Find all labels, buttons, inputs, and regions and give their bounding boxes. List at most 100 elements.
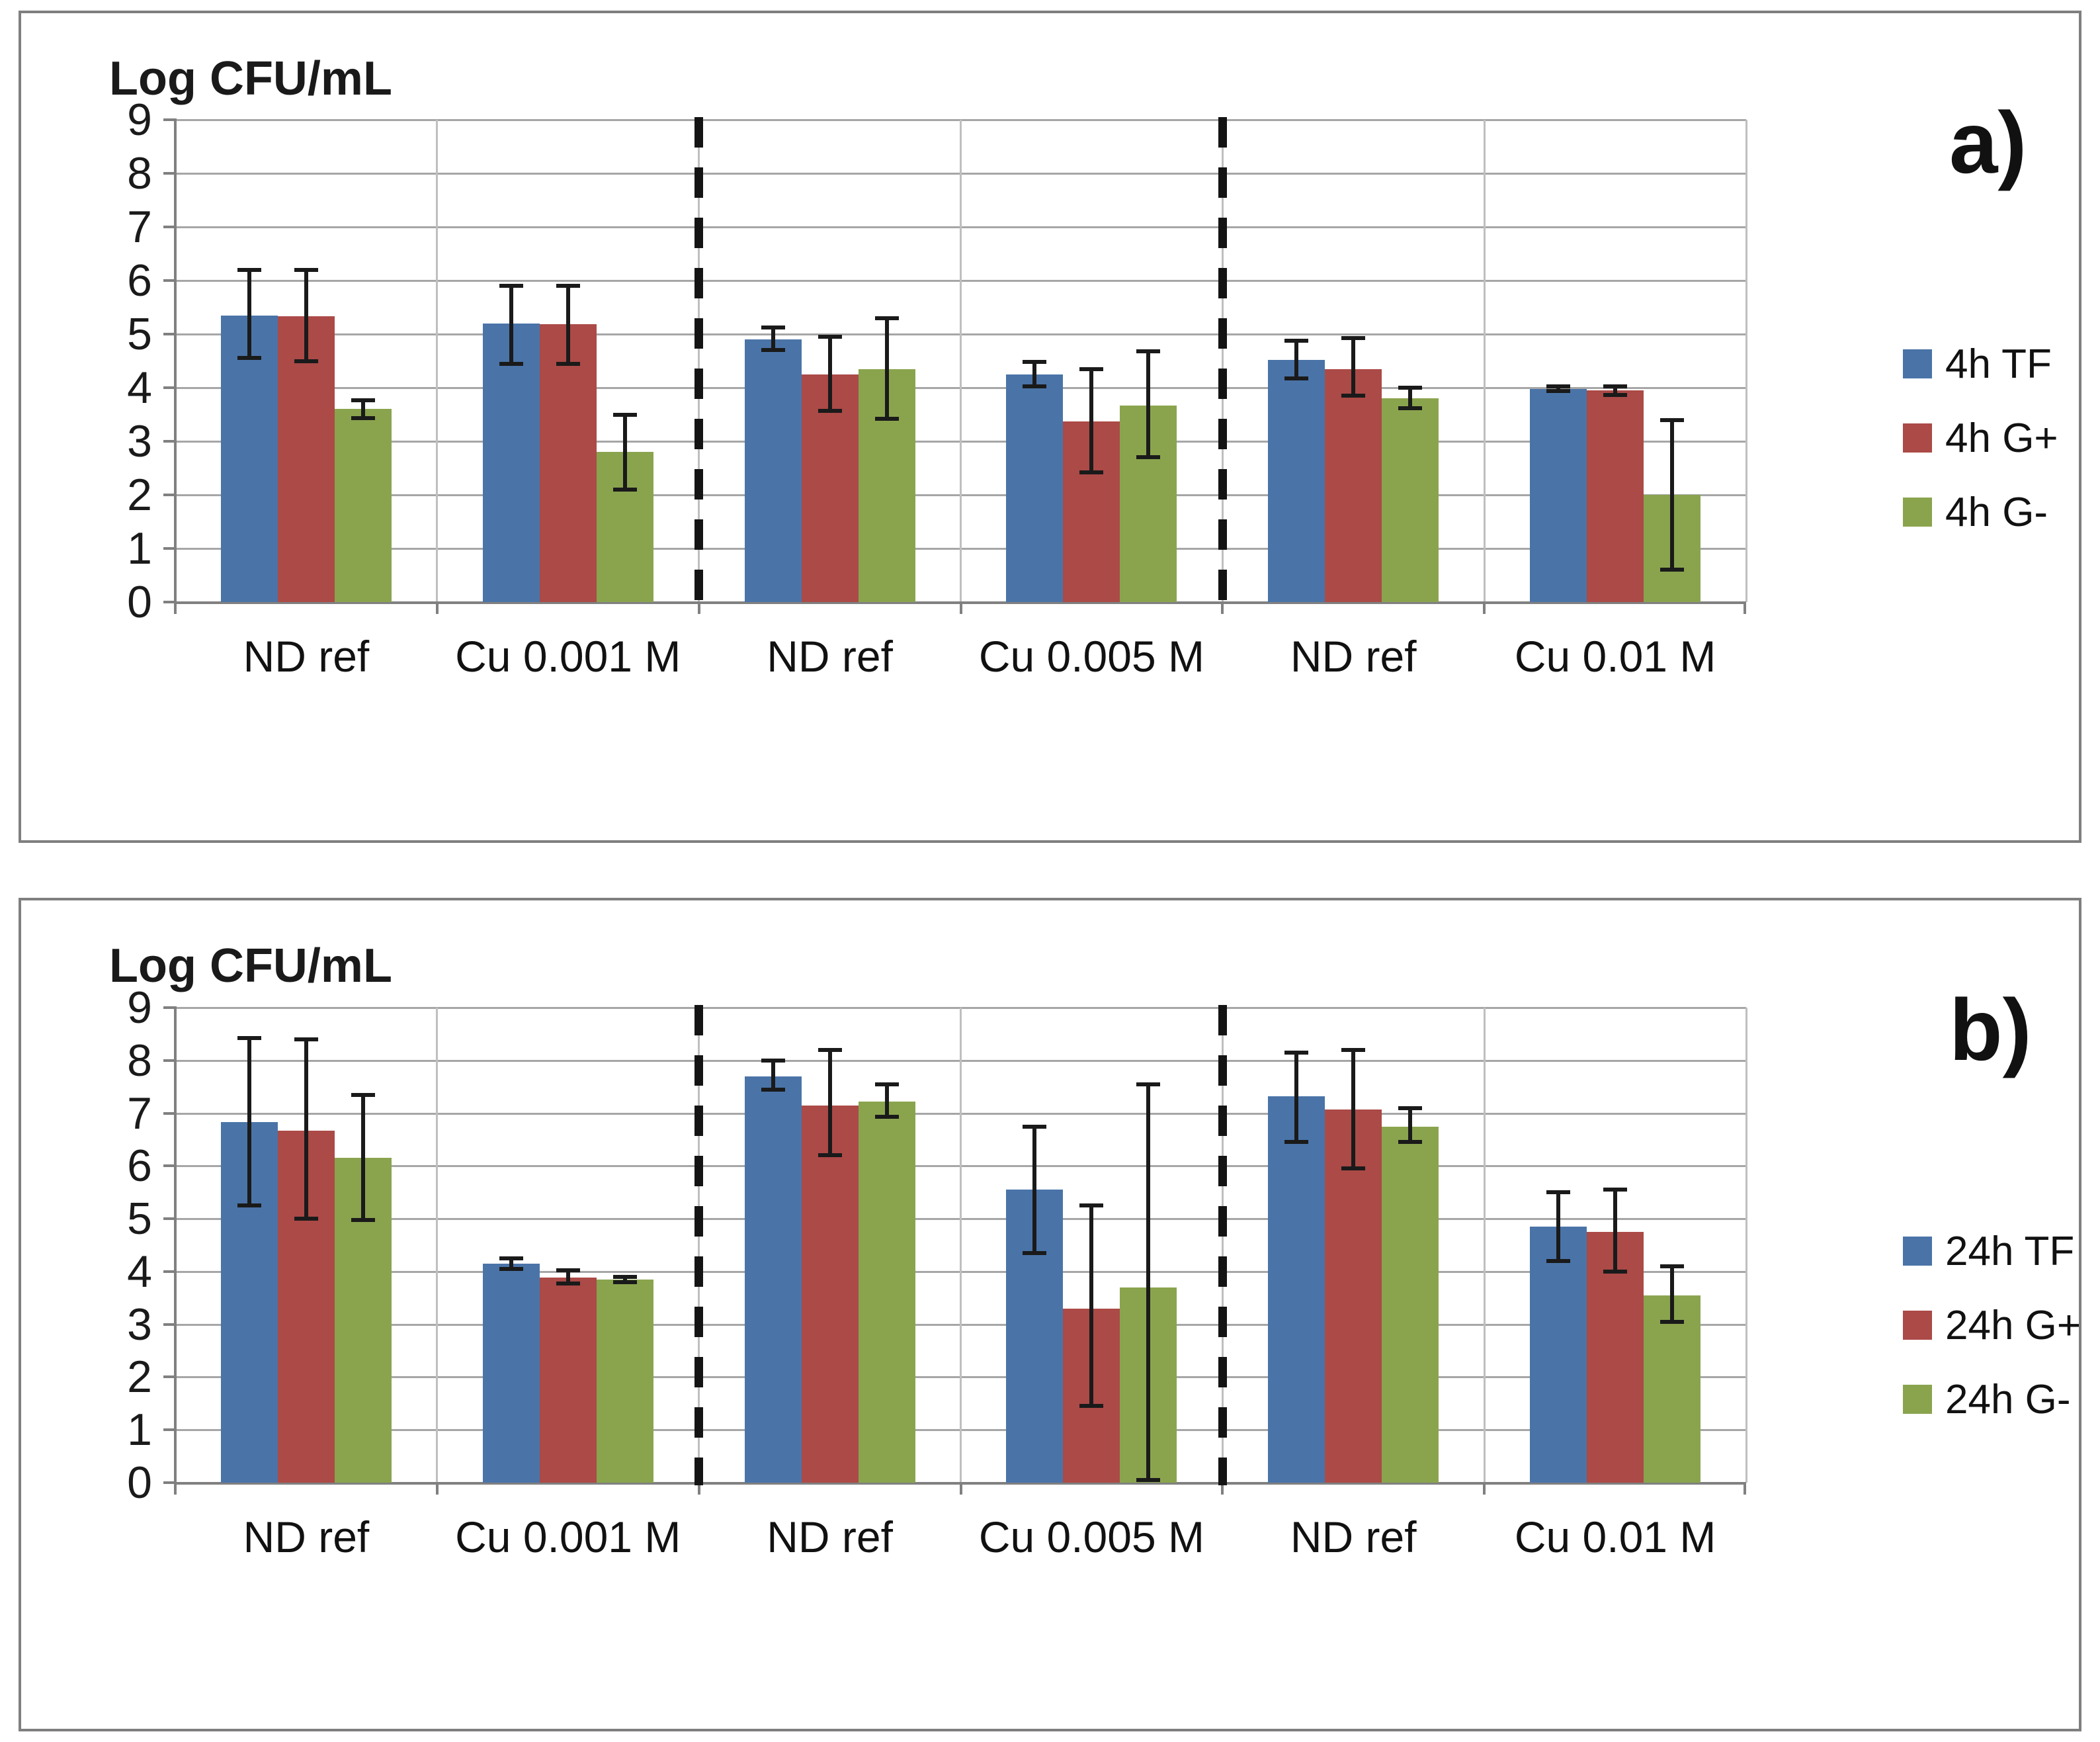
category-label: ND ref	[243, 632, 370, 681]
x-tick-mark	[959, 602, 962, 614]
error-bar-cap-bottom	[1546, 388, 1571, 393]
bar-24h-g+	[801, 1105, 859, 1483]
error-bar-line	[247, 269, 251, 359]
error-bar-line	[1670, 419, 1675, 570]
category-label: Cu 0.005 M	[978, 632, 1204, 681]
x-tick-mark	[1743, 602, 1746, 614]
y-tick-mark	[163, 440, 175, 443]
y-tick-mark	[163, 494, 175, 496]
error-bar-line	[827, 1049, 832, 1156]
y-tick-mark	[163, 601, 175, 603]
error-bar-cap-top	[1023, 1124, 1047, 1129]
error-bar-cap-bottom	[1660, 568, 1685, 572]
bar-24h-g+	[1325, 1109, 1382, 1483]
error-bar-cap-bottom	[612, 487, 637, 492]
error-bar-cap-top	[499, 1256, 523, 1260]
error-bar-cap-top	[1660, 1264, 1685, 1268]
error-bar-line	[1408, 1108, 1413, 1143]
error-bar-cap-bottom	[1341, 1166, 1366, 1171]
error-bar-cap-bottom	[1341, 394, 1366, 398]
y-tick-mark	[163, 1270, 175, 1273]
category-label: ND ref	[243, 1512, 370, 1561]
y-tick-mark	[163, 1323, 175, 1326]
error-bar-line	[247, 1038, 251, 1206]
error-bar-line	[566, 286, 570, 364]
x-tick-mark	[697, 602, 700, 614]
y-tick-label: 5	[127, 309, 152, 359]
error-bar-cap-top	[1341, 336, 1366, 341]
x-tick-mark	[1483, 602, 1486, 614]
y-tick-label: 1	[127, 523, 152, 574]
y-tick-label: 1	[127, 1405, 152, 1456]
v-gridline	[436, 120, 439, 602]
error-bar-cap-top	[818, 1047, 842, 1052]
error-bar-line	[566, 1270, 570, 1284]
error-bar-cap-top	[612, 412, 637, 417]
legend-label: 4h TF	[1945, 341, 2052, 387]
y-tick-label: 2	[127, 470, 152, 520]
y-tick-label: 2	[127, 1352, 152, 1403]
y-tick-label: 6	[127, 255, 152, 306]
plot-area: 0 1 2 3 4 5 6 7 8 9 ND ref Cu 0.001 M ND ref Cu 0.005…	[127, 97, 1747, 681]
error-bar-cap-bottom	[294, 1217, 318, 1221]
error-bar-cap-top	[237, 1036, 261, 1041]
y-tick-mark	[163, 172, 175, 175]
y-tick-label: 8	[127, 1035, 152, 1086]
error-bar-cap-top	[612, 1274, 637, 1279]
v-gridline	[1483, 120, 1486, 602]
section-divider-dashed-line	[1218, 1005, 1227, 1485]
error-bar-cap-top	[1398, 386, 1423, 390]
error-bar-cap-bottom	[556, 1282, 580, 1286]
error-bar-cap-bottom	[556, 361, 580, 366]
y-tick-mark	[163, 333, 175, 335]
error-bar-line	[1670, 1266, 1675, 1322]
error-bar-line	[1146, 1084, 1151, 1480]
error-bar-cap-bottom	[351, 416, 375, 421]
y-tick-label: 3	[127, 1299, 152, 1350]
error-bar-line	[884, 318, 889, 419]
error-bar-cap-top	[761, 1058, 785, 1063]
error-bar-cap-top	[351, 1092, 375, 1097]
bar-4h-tf	[744, 339, 802, 602]
x-tick-mark	[1743, 1483, 1746, 1495]
v-gridline	[960, 120, 962, 602]
error-bar-cap-bottom	[1398, 406, 1423, 410]
error-bar-line	[884, 1084, 889, 1117]
error-bar-line	[304, 269, 308, 361]
category-label: ND ref	[767, 1512, 893, 1561]
error-bar-line	[509, 286, 513, 364]
category-label: Cu 0.001 M	[455, 632, 681, 681]
y-tick-label: 7	[127, 1088, 152, 1139]
x-tick-mark	[1221, 1483, 1224, 1495]
error-bar-line	[1089, 369, 1094, 472]
panel-b-label: b)	[1949, 981, 2032, 1078]
y-axis-title: Log CFU/mL	[109, 939, 392, 992]
bar-4h-g+	[1587, 390, 1644, 602]
error-bar-cap-top	[1284, 1050, 1309, 1055]
error-bar-cap-top	[351, 398, 375, 403]
category-label: Cu 0.01 M	[1514, 1512, 1716, 1561]
y-tick-mark	[163, 226, 175, 228]
bar-4h-g+	[1325, 369, 1382, 602]
error-bar-line	[1089, 1205, 1094, 1407]
y-tick-label: 0	[127, 577, 152, 627]
y-tick-mark	[163, 279, 175, 282]
error-bar-cap-bottom	[499, 361, 523, 366]
legend-marker-red	[1903, 423, 1932, 453]
error-bar-line	[1146, 351, 1151, 458]
error-bar-line	[622, 414, 627, 490]
error-bar-cap-bottom	[1079, 1404, 1104, 1409]
error-bar-cap-bottom	[761, 1087, 785, 1092]
legend-label: 4h G+	[1945, 415, 2058, 461]
error-bar-cap-top	[1284, 338, 1309, 343]
y-tick-mark	[163, 547, 175, 550]
error-bar-line	[1351, 338, 1356, 396]
error-bar-cap-top	[294, 267, 318, 272]
error-bar-cap-bottom	[1136, 455, 1161, 460]
error-bar-line	[827, 337, 832, 411]
error-bar-cap-bottom	[351, 1217, 375, 1222]
y-tick-mark	[163, 1428, 175, 1432]
error-bar-cap-top	[499, 284, 523, 288]
legend-marker-green	[1903, 498, 1932, 527]
error-bar-cap-bottom	[1079, 470, 1104, 474]
